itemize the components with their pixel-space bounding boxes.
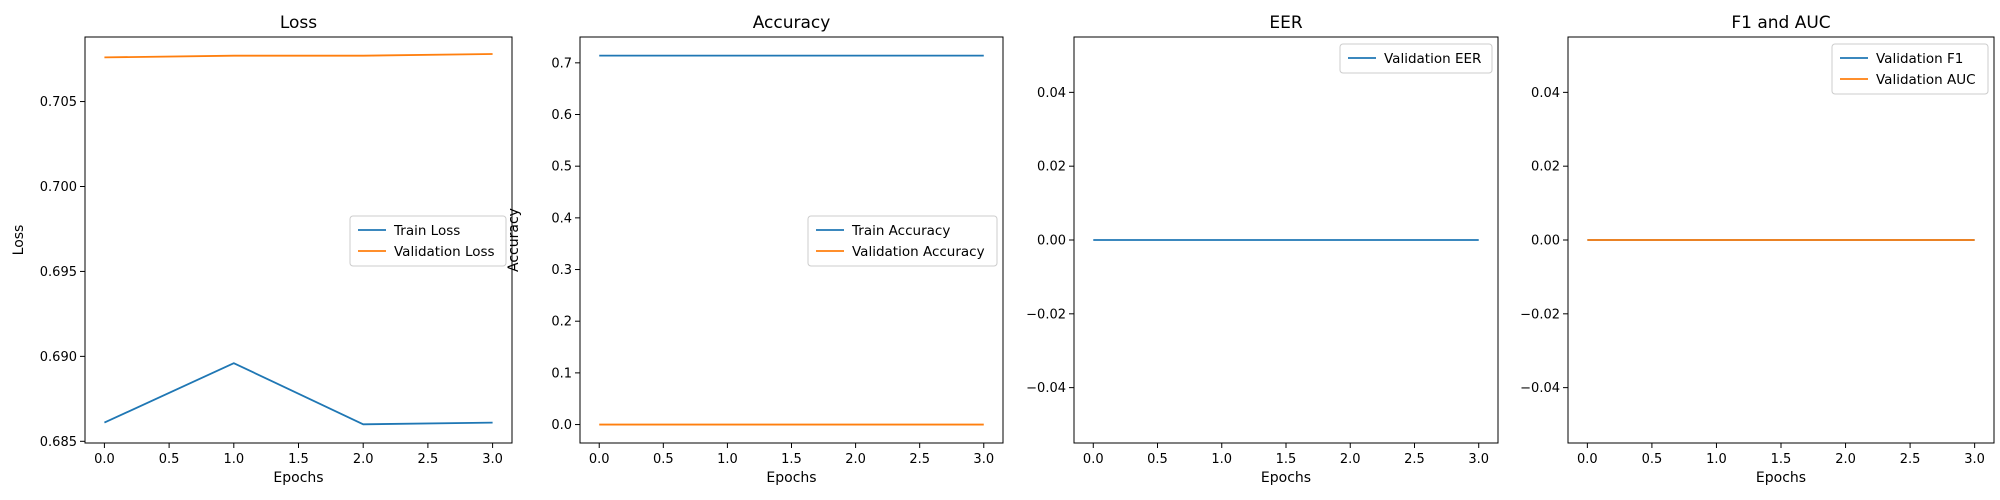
chart-panel-4: F1 and AUC 0.0 0.5 1.0 1.5 2.0 2.5 3.0 −0.04 −0.0… <box>1520 13 1995 486</box>
y-tick-label: 0.6 <box>551 108 572 123</box>
x-tick-label: 0.0 <box>589 452 610 467</box>
series-line-2 <box>104 53 493 59</box>
x-tick-label: 1.5 <box>288 452 309 467</box>
legend-box <box>807 215 998 267</box>
y-tick-label: 0.02 <box>1531 160 1560 175</box>
series-line-1 <box>104 362 493 426</box>
chart-title: Accuracy <box>753 13 831 33</box>
x-tick-label: 2.0 <box>1340 452 1361 467</box>
y-tick-label: 0.00 <box>1531 234 1560 249</box>
y-tick-label: −0.02 <box>1520 307 1560 322</box>
y-tick-label: 0.685 <box>40 435 77 450</box>
y-tick-label: 0.690 <box>40 350 77 365</box>
x-tick-label: 0.5 <box>653 452 674 467</box>
legend: Train Accuracy Validation Accuracy <box>807 215 998 267</box>
x-tick-label: 2.0 <box>353 452 374 467</box>
x-tick-label: 3.0 <box>482 452 503 467</box>
x-tick-label: 1.5 <box>1276 452 1297 467</box>
y-tick-label: 0.705 <box>40 95 77 110</box>
y-tick-label: 0.4 <box>551 211 572 226</box>
y-tick-label: 0.7 <box>551 56 572 71</box>
y-tick-label: −0.04 <box>1026 381 1066 396</box>
y-tick-label: 0.04 <box>1531 86 1560 101</box>
x-tick-label: 3.0 <box>973 452 994 467</box>
legend-label: Validation EER <box>1384 51 1481 67</box>
chart-title: F1 and AUC <box>1731 13 1830 33</box>
x-tick-label: 3.0 <box>1468 452 1489 467</box>
axes-frame <box>1073 36 1499 444</box>
x-tick-label: 2.0 <box>845 452 866 467</box>
x-tick-label: 2.5 <box>418 452 439 467</box>
legend-label: Validation Accuracy <box>852 244 985 260</box>
legend-label: Train Accuracy <box>851 223 950 239</box>
x-axis-label: Epochs <box>1261 470 1311 486</box>
legend-label: Train Loss <box>393 223 460 239</box>
legend-label: Validation AUC <box>1876 72 1976 88</box>
x-tick-label: 0.5 <box>1642 452 1663 467</box>
y-tick-label: 0.700 <box>40 180 77 195</box>
y-tick-label: 0.04 <box>1037 86 1066 101</box>
chart-panel-3: EER 0.0 0.5 1.0 1.5 2.0 2.5 3.0 −0.04 −0.02 0.00 0.… <box>1026 13 1499 486</box>
chart-title: EER <box>1269 13 1302 33</box>
x-tick-label: 0.5 <box>1147 452 1168 467</box>
y-tick-label: 0.00 <box>1037 234 1066 249</box>
chart-panel-2: Accuracy 0.0 0.5 1.0 1.5 2.0 2.5 3.0 0.0 0.1 0.2 0.… <box>506 13 1004 486</box>
axes-frame <box>579 36 1004 444</box>
y-tick-label: 0.0 <box>551 418 572 433</box>
legend-label: Validation F1 <box>1876 51 1963 67</box>
x-axis-label: Epochs <box>1756 470 1806 486</box>
x-tick-label: 0.0 <box>94 452 115 467</box>
y-tick-label: −0.04 <box>1520 381 1560 396</box>
legend: Validation EER <box>1339 43 1493 74</box>
x-tick-label: 0.0 <box>1083 452 1104 467</box>
legend: Validation F1 Validation AUC <box>1831 43 1989 95</box>
y-tick-label: 0.02 <box>1037 160 1066 175</box>
y-tick-label: 0.695 <box>40 265 77 280</box>
legend-box <box>1831 43 1989 95</box>
x-tick-label: 1.0 <box>717 452 738 467</box>
chart-title: Loss <box>280 13 317 33</box>
x-tick-label: 2.5 <box>909 452 930 467</box>
x-tick-label: 1.5 <box>781 452 802 467</box>
legend: Train Loss Validation Loss <box>349 215 507 267</box>
x-axis-label: Epochs <box>766 470 816 486</box>
y-tick-label: −0.02 <box>1026 307 1066 322</box>
chart-panel-1: Loss 0.0 0.5 1.0 1.5 2.0 2.5 3.0 0.685 0.690 0.695… <box>11 13 513 486</box>
x-tick-label: 1.5 <box>1771 452 1792 467</box>
y-tick-label: 0.1 <box>551 366 572 381</box>
y-tick-label: 0.2 <box>551 315 572 330</box>
legend-label: Validation Loss <box>394 244 495 260</box>
x-axis-label: Epochs <box>273 470 323 486</box>
x-tick-label: 3.0 <box>1964 452 1985 467</box>
y-tick-label: 0.5 <box>551 160 572 175</box>
axes-frame <box>84 36 513 444</box>
y-tick-label: 0.3 <box>551 263 572 278</box>
y-axis-label: Accuracy <box>506 208 522 272</box>
axes-frame <box>1567 36 1995 444</box>
x-tick-label: 0.0 <box>1577 452 1598 467</box>
x-tick-label: 2.5 <box>1900 452 1921 467</box>
legend-box <box>349 215 507 267</box>
legend-box <box>1339 43 1493 74</box>
y-axis-label: Loss <box>11 225 27 256</box>
x-tick-label: 2.0 <box>1835 452 1856 467</box>
x-tick-label: 0.5 <box>159 452 180 467</box>
x-tick-label: 1.0 <box>1706 452 1727 467</box>
x-tick-label: 1.0 <box>223 452 244 467</box>
x-tick-label: 2.5 <box>1404 452 1425 467</box>
x-tick-label: 1.0 <box>1211 452 1232 467</box>
